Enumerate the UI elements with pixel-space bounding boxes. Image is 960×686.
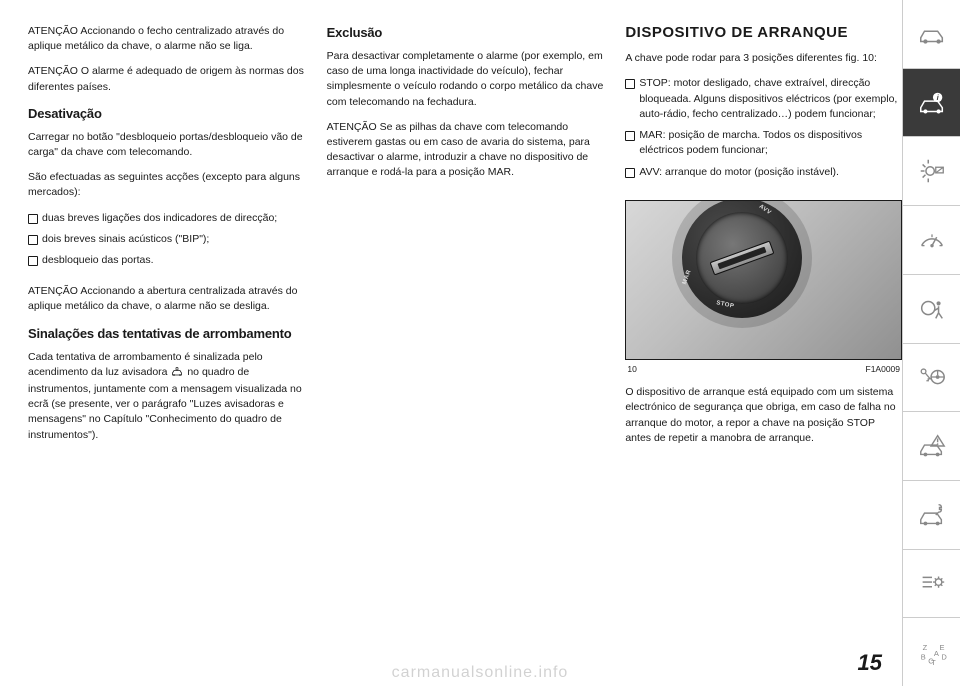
paragraph: ATENÇÃO O alarme é adequado de origem às… [28, 64, 305, 94]
rail-alphabet-icon[interactable]: ZEBDCAT [903, 618, 960, 686]
rail-key-steering-icon[interactable] [903, 344, 960, 413]
car-lock-icon [171, 366, 183, 382]
section-rail: i ZEBDCAT [902, 0, 960, 686]
paragraph: Para desactivar completamente o alarme (… [327, 49, 604, 110]
bullet-list: STOP: motor desligado, chave extraível, … [625, 76, 902, 185]
list-item: MAR: posição de marcha. Todos os disposi… [625, 128, 902, 158]
list-item: desbloqueio das portas. [28, 253, 305, 268]
paragraph: Cada tentativa de arrombamento é sinaliz… [28, 350, 305, 443]
svg-text:E: E [939, 643, 944, 652]
rail-light-icon[interactable] [903, 137, 960, 206]
heading-sinalacoes: Sinalações das tentativas de arrombament… [28, 325, 305, 344]
manual-page: ATENÇÃO Accionando o fecho centralizado … [0, 0, 960, 686]
page-number: 15 [858, 650, 882, 676]
rail-car-info-icon[interactable]: i [903, 69, 960, 138]
svg-text:T: T [931, 658, 936, 667]
paragraph: A chave pode rodar para 3 posições difer… [625, 51, 902, 66]
watermark: carmanualsonline.info [392, 664, 569, 682]
list-item: duas breves ligações dos indicadores de … [28, 211, 305, 226]
svg-text:D: D [941, 653, 947, 662]
rail-dashboard-icon[interactable] [903, 206, 960, 275]
heading-exclusao: Exclusão [327, 24, 604, 43]
figure-ignition: AVV MAR STOP 10 F1A0009 [625, 200, 902, 375]
figure-image: AVV MAR STOP [625, 200, 902, 360]
paragraph: São efectuadas as seguintes acções (exce… [28, 170, 305, 200]
svg-text:A: A [933, 649, 938, 658]
svg-text:Z: Z [922, 643, 927, 652]
paragraph: ATENÇÃO Accionando o fecho centralizado … [28, 24, 305, 54]
column-2: Exclusão Para desactivar completamente o… [327, 24, 604, 686]
rail-airbag-icon[interactable] [903, 275, 960, 344]
rail-car-service-icon[interactable] [903, 481, 960, 550]
rail-car-warning-icon[interactable] [903, 412, 960, 481]
paragraph: Carregar no botão "desbloqueio portas/de… [28, 130, 305, 160]
heading-dispositivo: DISPOSITIVO DE ARRANQUE [625, 24, 902, 41]
column-1: ATENÇÃO Accionando o fecho centralizado … [28, 24, 305, 686]
list-item: AVV: arranque do motor (posição instável… [625, 165, 902, 180]
paragraph: O dispositivo de arranque está equipado … [625, 385, 902, 446]
content-columns: ATENÇÃO Accionando o fecho centralizado … [0, 0, 902, 686]
paragraph: ATENÇÃO Se as pilhas da chave com teleco… [327, 120, 604, 181]
list-item: dois breves sinais acústicos ("BIP"); [28, 232, 305, 247]
bullet-list: duas breves ligações dos indicadores de … [28, 211, 305, 275]
rail-car-side-icon[interactable] [903, 0, 960, 69]
figure-number: 10 [627, 363, 636, 375]
figure-caption: 10 F1A0009 [625, 359, 902, 375]
ignition-housing: AVV MAR STOP [682, 200, 802, 318]
column-3: DISPOSITIVO DE ARRANQUE A chave pode rod… [625, 24, 902, 686]
list-item: STOP: motor desligado, chave extraível, … [625, 76, 902, 122]
heading-desativacao: Desativação [28, 105, 305, 124]
svg-text:B: B [920, 653, 925, 662]
figure-code: F1A0009 [866, 363, 901, 375]
paragraph: ATENÇÃO Accionando a abertura centraliza… [28, 284, 305, 314]
ignition-label-mar: MAR [681, 269, 694, 286]
rail-settings-list-icon[interactable] [903, 550, 960, 619]
